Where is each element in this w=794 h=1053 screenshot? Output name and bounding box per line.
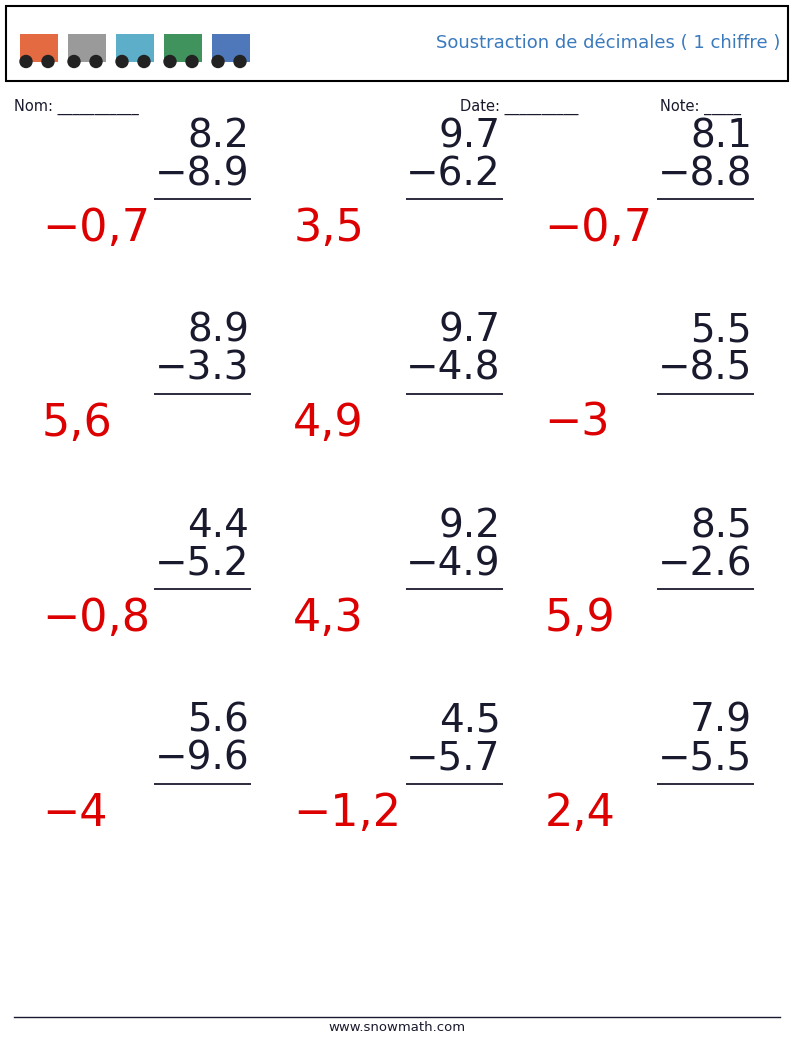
Text: 9.2: 9.2	[438, 506, 501, 545]
Text: −2.6: −2.6	[657, 545, 752, 583]
Bar	[212, 34, 250, 61]
Bar	[20, 34, 58, 61]
Text: −4.9: −4.9	[406, 545, 501, 583]
Text: −3.3: −3.3	[155, 350, 249, 388]
Text: 4.4: 4.4	[187, 506, 249, 545]
Text: 4,3: 4,3	[293, 597, 364, 640]
Circle shape	[234, 56, 246, 67]
Text: −5.2: −5.2	[155, 545, 249, 583]
Bar	[68, 34, 106, 61]
Circle shape	[116, 56, 128, 67]
Text: −0,7: −0,7	[42, 207, 150, 250]
Text: 5.6: 5.6	[187, 702, 249, 740]
Text: −4.8: −4.8	[407, 350, 501, 388]
Text: 8.2: 8.2	[187, 117, 249, 155]
Text: 5,6: 5,6	[42, 402, 113, 445]
Text: 8.5: 8.5	[690, 506, 752, 545]
Text: 8.9: 8.9	[187, 312, 249, 350]
Text: −9.6: −9.6	[155, 740, 249, 778]
Text: 5.5: 5.5	[690, 312, 752, 350]
Text: −0,8: −0,8	[42, 597, 150, 640]
Bar	[116, 34, 154, 61]
Text: Note: _____: Note: _____	[660, 99, 741, 115]
Text: −1,2: −1,2	[293, 792, 402, 835]
Text: 4.5: 4.5	[439, 702, 501, 740]
Text: 7.9: 7.9	[690, 702, 752, 740]
Text: 3,5: 3,5	[293, 207, 364, 250]
Text: −8.9: −8.9	[155, 155, 249, 193]
Circle shape	[20, 56, 32, 67]
Text: −5.7: −5.7	[407, 740, 501, 778]
Text: −6.2: −6.2	[406, 155, 501, 193]
Text: www.snowmath.com: www.snowmath.com	[329, 1021, 465, 1034]
Text: 4,9: 4,9	[293, 402, 364, 445]
Circle shape	[68, 56, 80, 67]
Text: −8.5: −8.5	[657, 350, 752, 388]
Text: −4: −4	[42, 792, 107, 835]
Text: Soustraction de décimales ( 1 chiffre ): Soustraction de décimales ( 1 chiffre )	[436, 35, 780, 53]
Bar	[6, 6, 788, 81]
Text: −5.5: −5.5	[657, 740, 752, 778]
Circle shape	[42, 56, 54, 67]
Text: Date: __________: Date: __________	[460, 99, 578, 115]
Text: 9.7: 9.7	[438, 117, 501, 155]
Text: −8.8: −8.8	[657, 155, 752, 193]
Text: −0,7: −0,7	[545, 207, 653, 250]
Circle shape	[212, 56, 224, 67]
Bar	[164, 34, 202, 61]
Text: 2,4: 2,4	[545, 792, 615, 835]
Text: −3: −3	[545, 402, 611, 445]
Circle shape	[138, 56, 150, 67]
Text: Nom: ___________: Nom: ___________	[14, 99, 139, 115]
Text: 8.1: 8.1	[690, 117, 752, 155]
Circle shape	[186, 56, 198, 67]
Circle shape	[90, 56, 102, 67]
Text: 5,9: 5,9	[545, 597, 615, 640]
Text: 9.7: 9.7	[438, 312, 501, 350]
Circle shape	[164, 56, 176, 67]
